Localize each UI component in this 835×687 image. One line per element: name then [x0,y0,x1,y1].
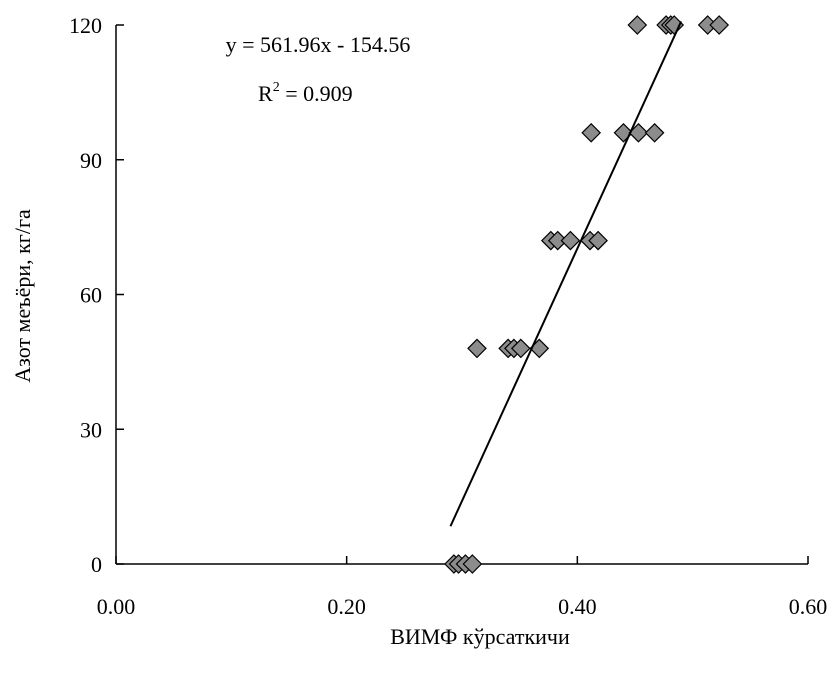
y-tick-label: 60 [80,283,102,308]
x-tick-label: 0.20 [327,594,366,619]
tick-marks: 0 30 60 90 120 0.00 0.20 0.40 0.60 [69,13,827,619]
r-squared-value: = 0.909 [280,81,353,106]
data-point [581,122,602,143]
data-point [627,15,648,35]
y-tick-label: 90 [80,148,102,173]
x-axis-label: ВИМФ кўрсаткичи [390,624,570,649]
y-tick-label: 120 [69,13,102,38]
x-tick-label: 0.60 [789,594,828,619]
x-tick-label: 0.00 [97,594,136,619]
y-axis-label: Азот меъёри, кг/га [10,209,35,383]
data-point [709,15,730,35]
data-point [467,338,487,359]
trendline [449,20,683,527]
trendline-equation: y = 561.96x - 154.56 [226,32,411,57]
data-points [444,15,730,574]
y-tick-label: 30 [80,417,102,442]
r-squared-exponent: 2 [273,80,280,95]
r-squared-symbol: R [258,81,273,106]
r-squared-label: R2 = 0.909 [258,80,353,106]
data-point [588,230,608,251]
y-tick-label: 0 [91,552,102,577]
data-point [510,338,531,359]
axes [115,25,808,565]
trendline-layer [449,20,683,527]
x-tick-label: 0.40 [558,594,597,619]
data-point [560,230,581,251]
data-point [462,554,483,574]
data-point [644,122,665,143]
data-point [529,338,550,359]
